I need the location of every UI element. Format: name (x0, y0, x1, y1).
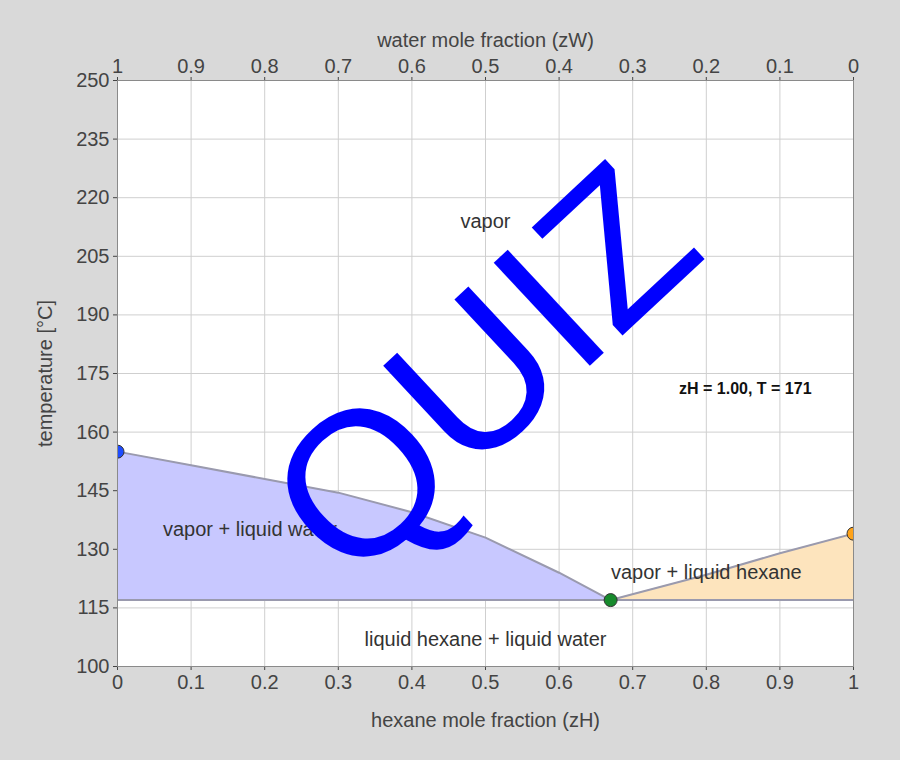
svg-text:0.7: 0.7 (324, 55, 352, 77)
svg-text:1: 1 (112, 55, 123, 77)
svg-text:temperature [°C]: temperature [°C] (34, 300, 56, 447)
svg-text:175: 175 (76, 362, 109, 384)
svg-text:0.3: 0.3 (619, 55, 647, 77)
svg-text:145: 145 (76, 479, 109, 501)
svg-text:0.7: 0.7 (619, 671, 647, 693)
svg-text:0.8: 0.8 (692, 671, 720, 693)
svg-text:QUIZ: QUIZ (224, 118, 738, 619)
svg-text:0.2: 0.2 (692, 55, 720, 77)
svg-text:0.2: 0.2 (251, 671, 279, 693)
svg-text:0.9: 0.9 (766, 671, 794, 693)
svg-text:250: 250 (76, 69, 109, 91)
svg-text:zH = 1.00, T = 171: zH = 1.00, T = 171 (679, 380, 812, 397)
svg-text:0.6: 0.6 (545, 671, 573, 693)
svg-text:1: 1 (848, 671, 859, 693)
svg-text:vapor + liquid hexane: vapor + liquid hexane (611, 561, 802, 583)
svg-text:0.5: 0.5 (472, 55, 500, 77)
svg-text:0.4: 0.4 (398, 671, 426, 693)
svg-text:190: 190 (76, 303, 109, 325)
svg-text:235: 235 (76, 128, 109, 150)
svg-text:130: 130 (76, 538, 109, 560)
svg-text:vapor + liquid water: vapor + liquid water (163, 518, 337, 541)
svg-text:100: 100 (76, 655, 109, 677)
svg-text:water mole fraction (zW): water mole fraction (zW) (376, 29, 594, 51)
svg-text:0.8: 0.8 (251, 55, 279, 77)
svg-text:160: 160 (76, 421, 109, 443)
svg-text:0.3: 0.3 (324, 671, 352, 693)
svg-text:0.6: 0.6 (398, 55, 426, 77)
svg-text:0.1: 0.1 (766, 55, 794, 77)
svg-text:0: 0 (848, 55, 859, 77)
svg-text:115: 115 (78, 596, 110, 618)
svg-text:0.5: 0.5 (472, 671, 500, 693)
svg-text:hexane mole fraction (zH): hexane mole fraction (zH) (371, 709, 600, 731)
svg-text:0.4: 0.4 (545, 55, 573, 77)
svg-text:0.9: 0.9 (177, 55, 205, 77)
svg-text:liquid hexane + liquid water: liquid hexane + liquid water (365, 628, 607, 650)
svg-text:220: 220 (76, 186, 109, 208)
svg-text:205: 205 (76, 245, 109, 267)
svg-text:0.1: 0.1 (177, 671, 205, 693)
svg-text:0: 0 (112, 671, 123, 693)
